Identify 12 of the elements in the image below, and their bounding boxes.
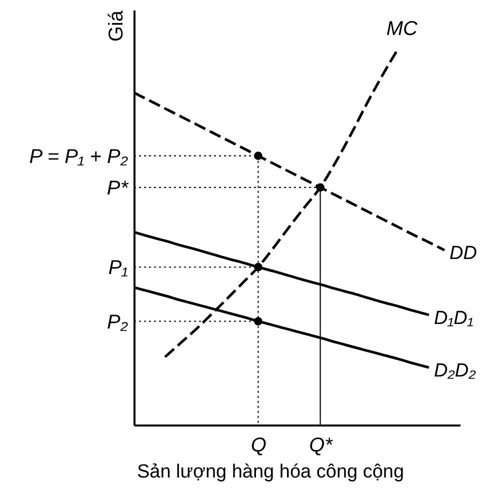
- x-axis-title: Sản lượng hàng hóa công cộng: [136, 462, 404, 482]
- x-tick-label: Q: [250, 434, 266, 456]
- series-label: P = P₁ + P₂: [29, 146, 128, 168]
- series-label: MC: [386, 18, 418, 40]
- series-label: D₁D₁: [434, 308, 474, 329]
- series-label: D₂D₂: [434, 360, 477, 382]
- series-label: DD: [449, 243, 478, 264]
- series-label: P*: [106, 177, 130, 200]
- series-label: P₁: [108, 257, 128, 280]
- y-axis-title: Giá: [106, 10, 128, 42]
- x-tick-label: Q*: [309, 434, 334, 456]
- series-label: P₂: [107, 311, 128, 334]
